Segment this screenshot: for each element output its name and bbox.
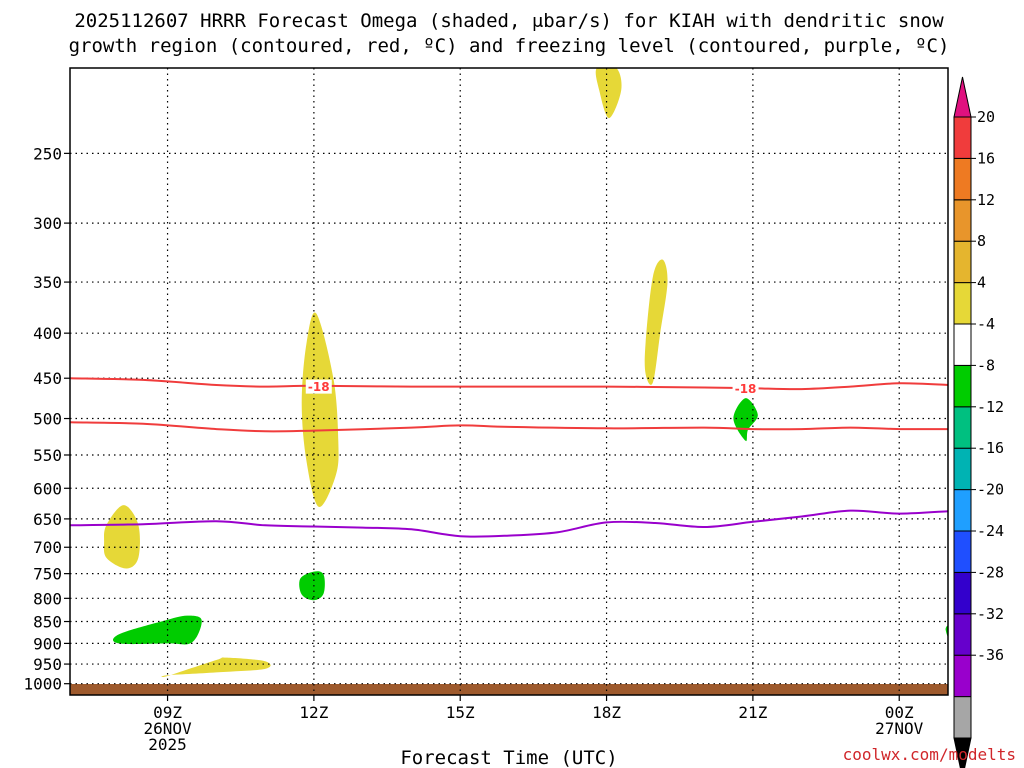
- colorbar-label-3: -28: [977, 563, 1004, 581]
- grid-lines: [70, 68, 948, 695]
- colorbar-bin-8: [953, 406, 972, 449]
- colorbar-label-11: 8: [977, 232, 986, 250]
- x-axis-label: Forecast Time (UTC): [400, 747, 617, 768]
- omega-shading: [103, 68, 948, 678]
- colorbar-bin-11: [953, 282, 972, 325]
- y-tick-label-700: 700: [33, 538, 62, 557]
- plot-frame: [69, 67, 949, 696]
- y-tick-label-1000: 1000: [23, 675, 62, 694]
- colorbar-label-14: 20: [977, 108, 995, 126]
- x-tick-label-18: 18Z: [592, 703, 621, 722]
- colorbar-label-12: 12: [977, 191, 995, 209]
- y-axis-ticks: 250 300 350 400 450 500 550 600 650 700 750 800 850 9…: [23, 144, 70, 694]
- credit-text: coolwx.com/modelts: [843, 745, 1016, 764]
- y-tick-label-650: 650: [33, 510, 62, 529]
- x-tick-label-24: 00Z: [885, 703, 914, 722]
- freezing-level-line: [70, 509, 948, 538]
- colorbar-label-2: -32: [977, 605, 1004, 623]
- x-tick-label-15: 15Z: [446, 703, 475, 722]
- colorbar-label-4: -24: [977, 522, 1004, 540]
- x-tick-year-9: 2025: [148, 735, 187, 754]
- terrain-strip: [70, 684, 948, 695]
- colorbar-label-1: -36: [977, 646, 1004, 664]
- colorbar-bin-9: [953, 364, 972, 408]
- descent-region-1: [103, 505, 140, 569]
- colorbar: -36 -32 -28 -24 -20 -16 -12 -8 -4 4 8 12 16 20: [953, 76, 1004, 768]
- colorbar-label-13: 16: [977, 149, 995, 167]
- colorbar-label-10: 4: [977, 274, 986, 292]
- descent-region-5: [644, 259, 668, 385]
- y-tick-label-900: 900: [33, 634, 62, 653]
- x-tick-label-9: 09Z: [153, 703, 182, 722]
- colorbar-bin-14: [953, 157, 972, 201]
- dgz-contour-2: [70, 421, 948, 433]
- ascent-region-1: [112, 615, 202, 645]
- colorbar-bin-3: [953, 613, 972, 656]
- ascent-region-2: [299, 571, 325, 601]
- y-tick-label-300: 300: [33, 214, 62, 233]
- colorbar-label-8: -8: [977, 356, 995, 374]
- y-tick-label-850: 850: [33, 613, 62, 632]
- colorbar-label-7: -12: [977, 398, 1004, 416]
- colorbar-bin-1: [953, 696, 972, 739]
- colorbar-under-arrow: [953, 737, 972, 768]
- colorbar-bin-2: [953, 654, 972, 698]
- colorbar-bin-6: [953, 489, 972, 532]
- colorbar-bin-7: [953, 447, 972, 491]
- colorbar-bin-10: [953, 323, 972, 366]
- x-tick-date-24: 27NOV: [875, 719, 924, 738]
- x-tick-label-12: 12Z: [299, 703, 328, 722]
- x-tick-label-21: 21Z: [738, 703, 767, 722]
- dgz-contour-label-1: -18: [308, 380, 330, 394]
- dgz-contour-label-2: -18: [735, 382, 757, 396]
- y-tick-label-600: 600: [33, 479, 62, 498]
- dgz-label-bg-2: [732, 381, 759, 396]
- colorbar-bin-15: [953, 116, 972, 159]
- colorbar-label-6: -16: [977, 439, 1004, 457]
- x-tick-date-9: 26NOV: [143, 719, 192, 738]
- y-tick-label-450: 450: [33, 369, 62, 388]
- y-tick-label-550: 550: [33, 446, 62, 465]
- chart-title-line-2: growth region (contoured, red, ºC) and f…: [69, 35, 950, 57]
- colorbar-label-9: -4: [977, 315, 995, 333]
- colorbar-bin-4: [953, 571, 972, 615]
- dgz-label-bg-1: [305, 379, 332, 394]
- y-tick-label-800: 800: [33, 589, 62, 608]
- dgz-contours: -18 -18: [70, 377, 948, 433]
- colorbar-over-arrow: [953, 76, 972, 118]
- ascent-region-3: [733, 398, 758, 442]
- colorbar-bin-5: [953, 530, 972, 573]
- colorbar-bin-13: [953, 199, 972, 242]
- y-tick-label-400: 400: [33, 324, 62, 343]
- descent-region-2: [301, 312, 339, 508]
- colorbar-label-5: -20: [977, 481, 1004, 499]
- y-tick-label-500: 500: [33, 410, 62, 429]
- chart-title-line-1: 2025112607 HRRR Forecast Omega (shaded, …: [74, 10, 944, 32]
- y-tick-label-350: 350: [33, 273, 62, 292]
- y-tick-label-950: 950: [33, 655, 62, 674]
- y-tick-label-750: 750: [33, 565, 62, 584]
- descent-region-3: [161, 657, 271, 678]
- descent-region-4: [595, 68, 622, 119]
- y-tick-label-250: 250: [33, 144, 62, 163]
- plot-area: -18 -18: [69, 67, 949, 696]
- dgz-contour-1: [70, 377, 948, 391]
- colorbar-bin-12: [953, 240, 972, 284]
